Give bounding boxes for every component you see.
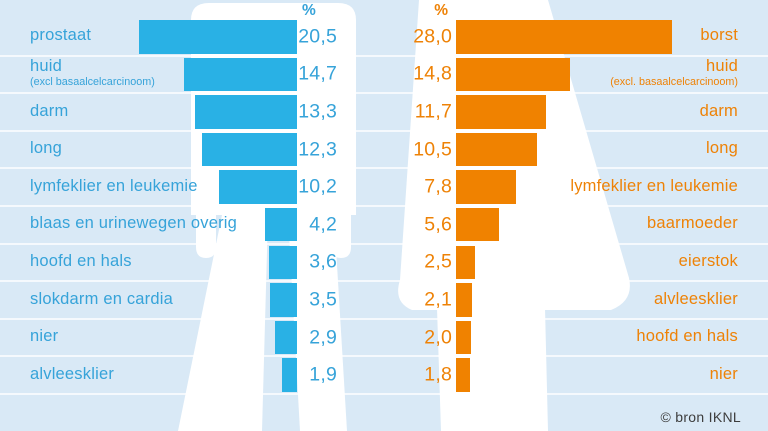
female-bar (456, 358, 470, 392)
female-bar (456, 170, 517, 204)
female-category-main: darm (699, 101, 738, 120)
male-value: 13,3 (298, 100, 337, 123)
female-bar (456, 57, 570, 92)
male-category-main: darm (30, 101, 69, 120)
male-value: 3,6 (309, 250, 337, 273)
female-value: 2,0 (424, 326, 452, 349)
chart-row: darm 13,3 11,7 darm (0, 94, 768, 132)
female-category-label: eierstok (679, 245, 738, 279)
male-value: 12,3 (298, 138, 337, 161)
female-category-main: lymfeklier en leukemie (570, 176, 738, 195)
chart-row: long 12,3 10,5 long (0, 132, 768, 170)
male-category-sublabel: (excl basaalcelcarcinoom) (30, 76, 155, 89)
female-value: 10,5 (413, 138, 452, 161)
female-category-main: alvleesklier (653, 289, 738, 308)
percent-header-men: % (302, 2, 316, 19)
female-category-label: baarmoeder (647, 207, 738, 241)
chart-row: lymfeklier en leukemie 10,2 7,8 lymfekli… (0, 169, 768, 207)
female-category-label: alvleesklier (654, 282, 738, 316)
female-category-main: long (706, 139, 738, 158)
female-category-label: lymfeklier en leukemie (570, 169, 738, 203)
female-category-main: hoofd en hals (636, 327, 738, 346)
female-value: 7,8 (424, 175, 452, 198)
male-value: 10,2 (298, 175, 337, 198)
male-value: 14,7 (298, 62, 337, 85)
female-value: 14,8 (413, 62, 452, 85)
female-value: 2,5 (424, 250, 452, 273)
female-category-main: baarmoeder (647, 214, 738, 233)
male-category-label: darm (30, 94, 68, 128)
chart-rows: prostaat 20,5 28,0 borst huid (excl basa… (0, 19, 768, 395)
chart-row: nier 2,9 2,0 hoofd en hals (0, 320, 768, 358)
chart-row: blaas en urinewegen overig 4,2 5,6 baarm… (0, 207, 768, 245)
chart-row: alvleesklier 1,9 1,8 nier (0, 357, 768, 395)
female-category-label: borst (700, 19, 738, 53)
female-category-main: huid (706, 57, 738, 76)
male-bar (282, 358, 297, 392)
male-category-main: huid (30, 57, 62, 76)
male-category-label: nier (30, 320, 58, 354)
male-category-label: alvleesklier (30, 357, 114, 391)
female-category-main: eierstok (678, 251, 738, 270)
male-bar (274, 320, 297, 355)
male-category-main: slokdarm en cardia (30, 289, 173, 308)
female-value: 2,1 (424, 288, 452, 311)
male-bar (264, 207, 297, 242)
male-value: 3,5 (309, 288, 337, 311)
male-value: 1,9 (309, 363, 337, 386)
male-category-main: prostaat (30, 26, 92, 45)
male-bar (202, 132, 297, 167)
male-category-main: hoofd en hals (30, 251, 132, 270)
male-category-main: lymfeklier en leukemie (30, 176, 198, 195)
chart-row: slokdarm en cardia 3,5 2,1 alvleesklier (0, 282, 768, 320)
male-category-label: lymfeklier en leukemie (30, 169, 198, 203)
male-bar (269, 245, 297, 280)
male-value: 2,9 (309, 326, 337, 349)
female-value: 1,8 (424, 363, 452, 386)
female-bar (456, 245, 476, 280)
male-bar (194, 95, 297, 129)
female-bar (456, 207, 500, 242)
male-category-main: alvleesklier (30, 364, 115, 383)
female-category-label: nier (710, 357, 738, 391)
male-category-label: huid (excl basaalcelcarcinoom) (30, 57, 155, 91)
chart-row: huid (excl basaalcelcarcinoom) 14,7 14,8… (0, 57, 768, 95)
female-value: 5,6 (424, 213, 452, 236)
female-bar (456, 20, 672, 54)
female-value: 11,7 (414, 100, 452, 123)
male-category-label: slokdarm en cardia (30, 282, 173, 316)
male-category-main: nier (30, 327, 59, 346)
male-value: 20,5 (298, 25, 337, 48)
male-category-main: long (30, 139, 62, 158)
male-category-label: prostaat (30, 19, 91, 53)
male-category-label: blaas en urinewegen overig (30, 207, 237, 241)
male-bar (183, 57, 297, 92)
male-bar (139, 20, 297, 54)
percent-header-women: % (434, 2, 448, 19)
female-category-main: borst (700, 26, 738, 45)
male-value: 4,2 (309, 213, 337, 236)
chart-row: prostaat 20,5 28,0 borst (0, 19, 768, 57)
female-category-label: huid (excl. basaalcelcarcinoom) (610, 57, 738, 91)
female-category-sublabel: (excl. basaalcelcarcinoom) (610, 76, 738, 89)
female-category-main: nier (709, 364, 738, 383)
chart-row: hoofd en hals 3,6 2,5 eierstok (0, 245, 768, 283)
male-category-main: blaas en urinewegen overig (30, 214, 238, 233)
female-category-label: hoofd en hals (636, 320, 738, 354)
source-credit: © bron IKNL (660, 409, 741, 425)
female-bar (456, 283, 473, 317)
female-bar (456, 320, 472, 355)
female-value: 28,0 (413, 25, 452, 48)
female-bar (456, 132, 537, 167)
male-category-label: hoofd en hals (30, 245, 132, 279)
male-category-label: long (30, 132, 62, 166)
female-category-label: darm (700, 94, 738, 128)
male-bar (218, 170, 297, 204)
female-category-label: long (706, 132, 738, 166)
female-bar (456, 95, 547, 129)
male-bar (270, 283, 297, 317)
